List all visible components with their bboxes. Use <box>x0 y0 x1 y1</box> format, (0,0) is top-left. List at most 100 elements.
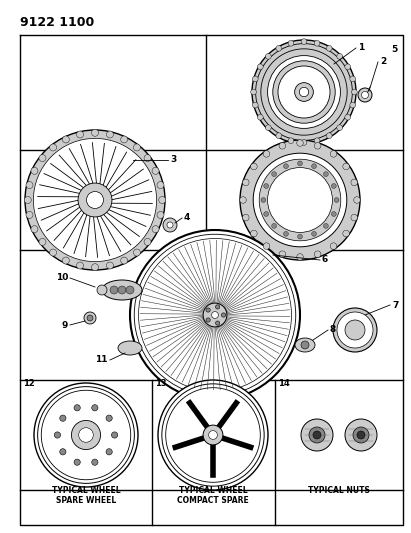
Circle shape <box>314 41 320 46</box>
Circle shape <box>215 321 220 325</box>
Circle shape <box>203 425 223 445</box>
Circle shape <box>41 390 131 480</box>
Circle shape <box>240 140 360 260</box>
Text: 7: 7 <box>392 301 398 310</box>
Circle shape <box>121 257 128 264</box>
Circle shape <box>276 133 282 139</box>
Text: 2: 2 <box>380 58 386 67</box>
Circle shape <box>288 41 294 46</box>
Text: 4: 4 <box>184 214 190 222</box>
Circle shape <box>353 427 369 443</box>
Circle shape <box>268 55 340 128</box>
Circle shape <box>343 163 349 170</box>
Circle shape <box>121 136 128 143</box>
Text: 8: 8 <box>330 326 336 335</box>
Circle shape <box>134 144 141 151</box>
Circle shape <box>337 125 342 131</box>
Circle shape <box>268 167 332 232</box>
Circle shape <box>60 415 66 421</box>
Circle shape <box>166 387 260 482</box>
Circle shape <box>110 286 118 294</box>
Circle shape <box>111 432 118 438</box>
Ellipse shape <box>118 341 142 355</box>
Circle shape <box>299 87 309 96</box>
Circle shape <box>295 83 313 101</box>
Circle shape <box>144 238 151 245</box>
Circle shape <box>261 49 347 135</box>
Circle shape <box>25 130 165 270</box>
Circle shape <box>252 40 356 144</box>
Circle shape <box>97 285 107 295</box>
Circle shape <box>276 45 282 51</box>
Circle shape <box>252 102 258 108</box>
Circle shape <box>337 312 373 348</box>
Circle shape <box>253 153 347 247</box>
Text: 6: 6 <box>322 255 328 264</box>
Circle shape <box>106 262 113 269</box>
Circle shape <box>297 140 303 146</box>
Circle shape <box>312 231 316 236</box>
Circle shape <box>263 243 270 249</box>
Circle shape <box>26 182 33 189</box>
Circle shape <box>50 144 57 151</box>
Circle shape <box>257 115 263 120</box>
Circle shape <box>345 115 351 120</box>
Circle shape <box>264 183 268 188</box>
Circle shape <box>272 223 277 228</box>
Circle shape <box>74 459 80 465</box>
Circle shape <box>206 318 210 322</box>
Text: 14: 14 <box>278 378 290 387</box>
Circle shape <box>162 384 264 486</box>
Circle shape <box>251 89 256 95</box>
Circle shape <box>242 214 249 221</box>
Circle shape <box>266 53 271 59</box>
Text: 9: 9 <box>62 320 68 329</box>
Circle shape <box>323 223 328 228</box>
Circle shape <box>158 380 268 490</box>
Circle shape <box>288 138 294 143</box>
Circle shape <box>261 198 266 203</box>
Circle shape <box>314 138 320 143</box>
Text: 5: 5 <box>391 45 397 54</box>
Circle shape <box>301 39 307 44</box>
Circle shape <box>60 449 66 455</box>
Circle shape <box>212 312 218 318</box>
Circle shape <box>313 431 321 439</box>
Circle shape <box>351 214 358 221</box>
Text: TYPICAL WHEEL
SPARE WHEEL: TYPICAL WHEEL SPARE WHEEL <box>52 486 120 505</box>
Circle shape <box>350 102 356 108</box>
Circle shape <box>256 44 352 140</box>
Circle shape <box>298 161 302 166</box>
Circle shape <box>284 231 289 236</box>
Circle shape <box>362 92 369 99</box>
Circle shape <box>251 230 257 237</box>
Text: 11: 11 <box>95 356 108 365</box>
Circle shape <box>159 197 166 204</box>
Circle shape <box>92 264 99 271</box>
Circle shape <box>206 308 210 312</box>
Text: 1: 1 <box>358 44 364 52</box>
Circle shape <box>203 303 227 327</box>
Circle shape <box>39 155 46 161</box>
Circle shape <box>87 191 104 208</box>
Text: 12: 12 <box>23 378 35 387</box>
Ellipse shape <box>102 280 142 300</box>
Circle shape <box>350 76 356 82</box>
Circle shape <box>337 53 342 59</box>
Circle shape <box>78 183 112 217</box>
Circle shape <box>314 142 321 149</box>
Circle shape <box>240 197 246 203</box>
Circle shape <box>326 133 332 139</box>
Circle shape <box>242 179 249 185</box>
Circle shape <box>62 136 69 143</box>
Circle shape <box>264 212 268 216</box>
Text: TYPICAL WHEEL
COMPACT SPARE: TYPICAL WHEEL COMPACT SPARE <box>177 486 249 505</box>
Circle shape <box>309 427 325 443</box>
Circle shape <box>351 179 358 185</box>
Circle shape <box>331 212 336 216</box>
Circle shape <box>333 308 377 352</box>
Circle shape <box>139 238 291 392</box>
Circle shape <box>106 131 113 138</box>
Circle shape <box>34 383 138 487</box>
Circle shape <box>76 131 83 138</box>
